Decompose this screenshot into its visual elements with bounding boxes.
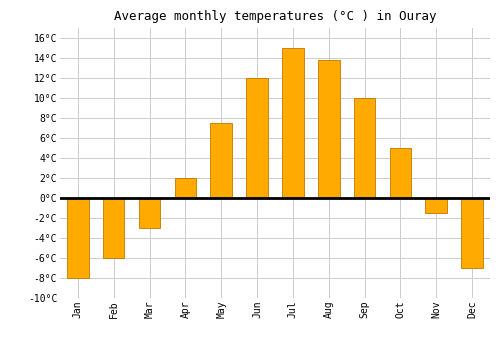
Bar	[318, 60, 340, 198]
Bar	[426, 198, 447, 213]
Bar	[462, 198, 483, 267]
Bar	[67, 198, 88, 278]
Bar	[246, 78, 268, 198]
Bar	[282, 48, 304, 198]
Bar	[139, 198, 160, 228]
Bar	[390, 148, 411, 198]
Title: Average monthly temperatures (°C ) in Ouray: Average monthly temperatures (°C ) in Ou…	[114, 10, 436, 23]
Bar	[210, 123, 232, 198]
Bar	[354, 98, 376, 198]
Bar	[103, 198, 124, 258]
Bar	[174, 178, 196, 198]
